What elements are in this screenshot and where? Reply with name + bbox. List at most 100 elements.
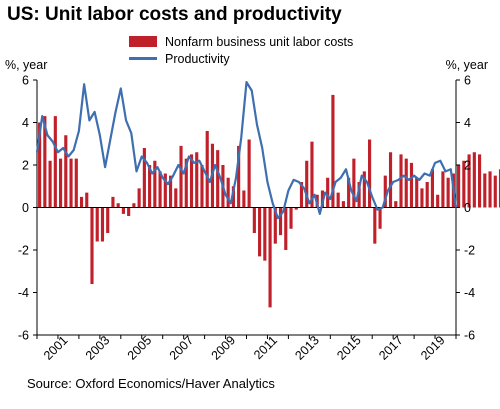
legend-item-productivity: Productivity — [129, 50, 353, 67]
x-tick-label: 2011 — [251, 333, 280, 362]
bar — [289, 207, 293, 229]
y-tick-label-left: -4 — [18, 286, 29, 300]
line-group — [35, 81, 458, 220]
bar — [352, 158, 356, 208]
bar — [446, 177, 450, 208]
bar — [488, 171, 492, 208]
bar — [74, 158, 78, 208]
bar — [441, 171, 445, 208]
bar — [420, 188, 424, 208]
legend-label-unit-labor-costs: Nonfarm business unit labor costs — [165, 34, 354, 49]
y-tick-label-left: 6 — [22, 74, 29, 88]
bar — [378, 207, 382, 229]
productivity-line — [35, 81, 458, 220]
bar — [409, 162, 414, 208]
bar — [85, 192, 89, 208]
x-tick-label: 2007 — [167, 333, 197, 363]
bar — [43, 116, 47, 208]
bar — [195, 152, 199, 208]
bar — [399, 154, 403, 208]
legend-swatch-line — [129, 57, 157, 60]
bar — [137, 188, 141, 208]
source-note: Source: Oxford Economics/Haver Analytics — [27, 376, 275, 391]
bar — [111, 196, 115, 208]
bar — [258, 207, 262, 257]
bar — [263, 207, 267, 261]
y-tick-label-right: 2 — [464, 159, 471, 173]
bar — [425, 182, 429, 208]
bar — [341, 201, 345, 208]
bar — [268, 207, 272, 308]
bar — [79, 196, 84, 208]
x-tick-label: 2017 — [376, 333, 406, 363]
bar — [310, 141, 314, 208]
bar — [457, 165, 461, 208]
bar — [168, 175, 173, 208]
bar — [462, 160, 466, 208]
bar — [357, 182, 361, 208]
legend-swatch-bars — [129, 36, 157, 47]
bars-group — [38, 94, 500, 308]
y-tick-label-left: 0 — [22, 201, 29, 215]
bar — [174, 188, 178, 208]
bar — [95, 207, 99, 242]
bar — [331, 94, 335, 208]
y-tick-label-right: -6 — [464, 329, 475, 343]
legend-item-unit-labor-costs: Nonfarm business unit labor costs — [129, 33, 353, 50]
y-tick-label-right: 6 — [464, 74, 471, 88]
x-tick-label: 2019 — [418, 333, 448, 363]
bar — [284, 207, 288, 250]
ticks-group: -6 -6 -4 -4 -2 -2 0 0 2 2 4 4 6 6 2001 2003 2005 2007 2009… — [18, 74, 475, 363]
bar — [116, 203, 120, 208]
bar — [106, 207, 110, 233]
bar — [498, 169, 500, 208]
bar — [383, 175, 387, 208]
bar — [336, 192, 340, 208]
bar — [415, 177, 419, 208]
bar — [299, 182, 304, 208]
bar — [237, 145, 241, 208]
bar — [226, 177, 230, 208]
bar — [273, 207, 277, 244]
bar — [163, 173, 167, 208]
bar — [483, 173, 487, 208]
bar — [127, 207, 131, 216]
bar — [493, 175, 497, 208]
bar — [252, 207, 256, 233]
bar — [153, 160, 157, 208]
bar — [347, 177, 351, 208]
bar — [158, 171, 162, 208]
bar — [69, 158, 73, 208]
bar — [467, 154, 471, 208]
y-tick-label-left: 4 — [22, 116, 29, 130]
y-axis-unit-left: %, year — [5, 58, 48, 72]
y-tick-label-left: -6 — [18, 329, 29, 343]
bar — [64, 135, 68, 208]
bar — [294, 207, 298, 210]
bar — [368, 139, 372, 208]
bar — [38, 122, 42, 208]
x-tick-label: 2005 — [125, 333, 155, 363]
bar — [216, 150, 220, 208]
y-tick-label-right: -4 — [464, 286, 475, 300]
bar — [478, 154, 482, 208]
bar — [184, 158, 188, 208]
bar — [53, 116, 57, 208]
y-tick-label-right: 4 — [464, 116, 471, 130]
bar — [205, 131, 209, 208]
bar — [132, 203, 136, 208]
y-tick-label-left: 2 — [22, 159, 29, 173]
y-tick-label-right: -2 — [464, 244, 475, 258]
bar — [90, 207, 94, 284]
bar — [394, 201, 398, 208]
bar — [142, 148, 146, 208]
bar — [48, 160, 52, 208]
bar — [121, 207, 125, 214]
bar — [231, 186, 235, 208]
bar — [362, 171, 366, 208]
x-tick-label: 2001 — [41, 333, 71, 363]
x-tick-label: 2009 — [209, 333, 239, 363]
legend: Nonfarm business unit labor costs Produc… — [129, 33, 353, 67]
bar — [326, 177, 330, 208]
